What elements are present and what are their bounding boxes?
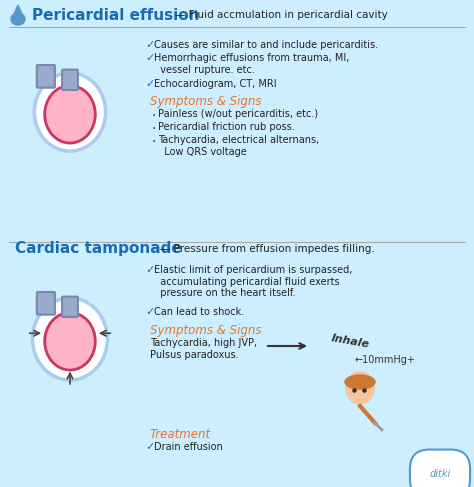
FancyBboxPatch shape [62, 297, 78, 317]
Text: Tachycardia, high JVP,
Pulsus paradoxus.: Tachycardia, high JVP, Pulsus paradoxus. [150, 338, 257, 359]
Text: ✓: ✓ [145, 442, 155, 452]
FancyBboxPatch shape [37, 65, 55, 88]
Text: ✓: ✓ [145, 265, 155, 275]
Text: Pericardial effusion: Pericardial effusion [32, 7, 200, 22]
Ellipse shape [45, 313, 95, 370]
FancyBboxPatch shape [37, 292, 55, 315]
Text: — Pressure from effusion impedes filling.: — Pressure from effusion impedes filling… [160, 244, 375, 254]
Text: ✓: ✓ [145, 40, 155, 50]
Text: Symptoms & Signs: Symptoms & Signs [150, 95, 262, 108]
Text: Elastic limit of pericardium is surpassed,
  accumulating pericardial fluid exer: Elastic limit of pericardium is surpasse… [154, 265, 352, 298]
Text: ·: · [152, 135, 156, 149]
Text: Drain effusion: Drain effusion [154, 442, 223, 452]
Text: Hemorrhagic effusions from trauma, MI,
  vessel rupture. etc.: Hemorrhagic effusions from trauma, MI, v… [154, 53, 349, 75]
Text: Tachycardia, electrical alternans,
  Low QRS voltage: Tachycardia, electrical alternans, Low Q… [158, 135, 319, 157]
Text: ✓: ✓ [145, 53, 155, 63]
Text: Can lead to shock.: Can lead to shock. [154, 307, 244, 317]
Ellipse shape [45, 86, 95, 143]
Text: Cardiac tamponade: Cardiac tamponade [15, 242, 182, 257]
Text: Painless (w/out pericarditis, etc.): Painless (w/out pericarditis, etc.) [158, 109, 318, 119]
Ellipse shape [345, 375, 375, 389]
Ellipse shape [34, 73, 106, 151]
Ellipse shape [11, 13, 25, 25]
Text: Echocardiogram, CT, MRI: Echocardiogram, CT, MRI [154, 79, 277, 89]
Text: Pericardial friction rub poss.: Pericardial friction rub poss. [158, 122, 295, 132]
Text: Symptoms & Signs: Symptoms & Signs [150, 324, 262, 337]
Text: — Fluid accmulation in pericardial cavity: — Fluid accmulation in pericardial cavit… [175, 10, 388, 20]
Text: Treatment: Treatment [150, 428, 211, 441]
Ellipse shape [346, 372, 374, 404]
Text: ✓: ✓ [145, 79, 155, 89]
Text: ditki: ditki [429, 469, 451, 479]
FancyBboxPatch shape [62, 70, 78, 90]
Text: ←10mmHg+: ←10mmHg+ [355, 355, 416, 365]
Text: Causes are similar to and include pericarditis.: Causes are similar to and include perica… [154, 40, 378, 50]
Ellipse shape [33, 298, 108, 380]
Text: ·: · [152, 109, 156, 123]
Text: ·: · [152, 122, 156, 136]
Text: Inhale: Inhale [330, 334, 370, 350]
Text: ✓: ✓ [145, 307, 155, 317]
Polygon shape [14, 5, 22, 14]
